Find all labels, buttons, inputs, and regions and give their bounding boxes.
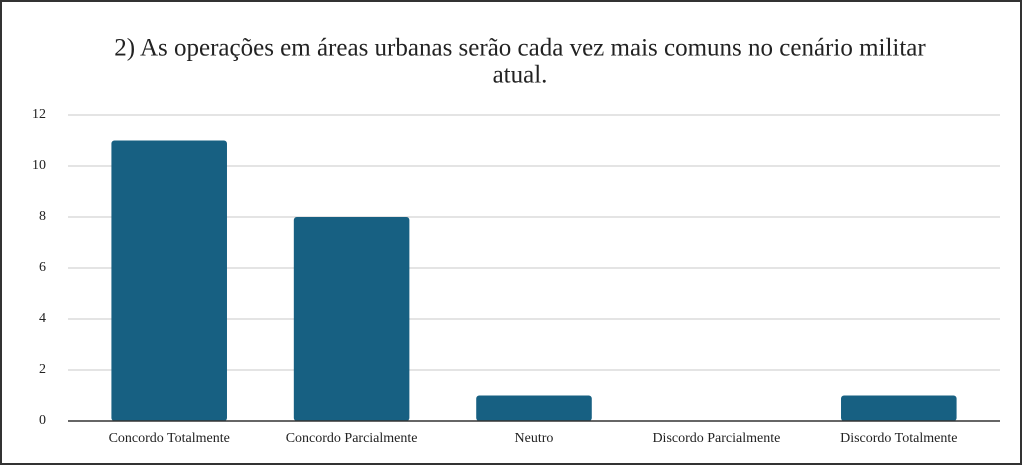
chart-title-line2: atual.: [493, 62, 548, 89]
y-tick-label: 6: [39, 260, 46, 275]
y-tick-label: 8: [39, 209, 46, 224]
x-tick-label: Discordo Parcialmente: [652, 431, 780, 446]
x-tick-label: Neutro: [515, 431, 554, 446]
bar: [293, 217, 410, 421]
y-tick-label: 0: [39, 413, 46, 428]
bar: [841, 395, 957, 421]
y-tick-label: 4: [39, 311, 46, 326]
y-tick-label: 10: [32, 158, 46, 173]
y-tick-label: 2: [39, 362, 46, 377]
chart-title: 2) As operações em áreas urbanas serão c…: [114, 35, 926, 62]
x-tick-label: Concordo Parcialmente: [286, 431, 418, 446]
bar: [476, 395, 592, 421]
bar: [111, 140, 227, 421]
x-tick-label: Discordo Totalmente: [840, 431, 957, 446]
y-tick-label: 12: [32, 107, 46, 122]
x-tick-label: Concordo Totalmente: [109, 431, 230, 446]
